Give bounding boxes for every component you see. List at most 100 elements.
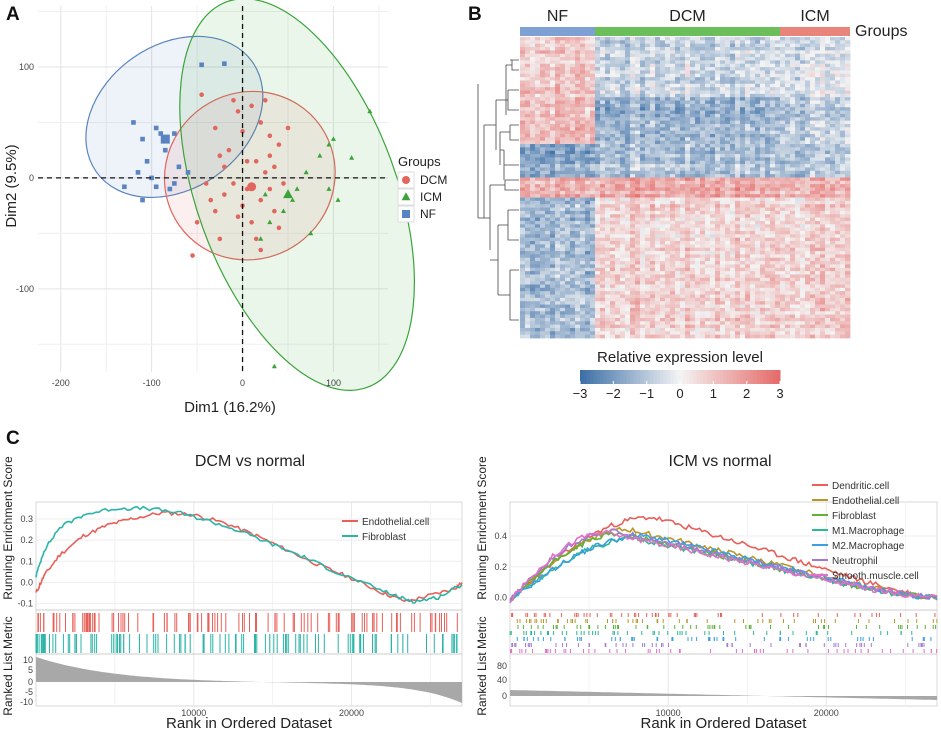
heatmap-cell [535, 140, 541, 145]
heatmap-cell [805, 50, 811, 55]
heatmap-cell [700, 60, 706, 65]
heatmap-cell [735, 274, 741, 279]
heatmap-cell [695, 184, 701, 188]
heatmap-cell [820, 73, 826, 78]
heatmap-cell [815, 241, 821, 245]
heatmap-cell [805, 87, 811, 91]
heatmap-cell [680, 113, 686, 118]
heatmap-cell [565, 251, 571, 255]
heatmap-cell [700, 251, 706, 255]
dendrogram-branches [477, 59, 519, 321]
heatmap-cell [765, 140, 771, 145]
heatmap-cell [570, 244, 576, 249]
heatmap-cell [665, 113, 671, 118]
heatmap-cell [575, 43, 581, 48]
heatmap-cell [560, 167, 566, 172]
heatmap-cell [825, 73, 831, 78]
heatmap-cell [585, 93, 591, 98]
heatmap-cell [675, 277, 681, 282]
heatmap-cell [605, 97, 611, 101]
heatmap-cell [545, 70, 551, 75]
heatmap-cell [760, 237, 766, 242]
heatmap-cell [570, 63, 576, 68]
heatmap-cell [635, 53, 641, 58]
heatmap-cell [755, 257, 761, 262]
heatmap-cell [800, 200, 806, 205]
heatmap-cell [700, 224, 706, 229]
heatmap-cell [785, 107, 791, 111]
heatmap-cell [640, 277, 646, 282]
heatmap-cell [680, 234, 686, 239]
heatmap-cell [545, 140, 551, 145]
pca-ytick: 100 [19, 62, 34, 72]
heatmap-cell [830, 254, 836, 259]
heatmap-cell [680, 157, 686, 162]
heatmap-cell [655, 194, 661, 198]
heatmap-cell [680, 140, 686, 145]
heatmap-cell [665, 120, 671, 125]
heatmap-cell [805, 110, 811, 115]
heatmap-cell [545, 43, 551, 48]
heatmap-cell [620, 244, 626, 249]
heatmap-cell [675, 40, 681, 45]
heatmap-cell [675, 123, 681, 128]
heatmap-cell [560, 127, 566, 132]
heatmap-cell [520, 103, 526, 108]
heatmap-cell [815, 154, 821, 158]
heatmap-cell [815, 73, 821, 78]
heatmap-cell [690, 154, 696, 158]
heatmap-cell [635, 207, 641, 212]
heatmap-cell [675, 237, 681, 242]
heatmap-cell [775, 70, 781, 75]
heatmap-cell [690, 123, 696, 128]
heatmap-cell [730, 97, 736, 101]
heatmap-cell [735, 241, 741, 245]
heatmap-cell [585, 194, 591, 198]
heatmap-cell [800, 147, 806, 152]
heatmap-cell [580, 184, 586, 188]
heatmap-cell [830, 83, 836, 88]
heatmap-cell [570, 234, 576, 239]
heatmap-cell [550, 107, 556, 111]
heatmap-cell [560, 63, 566, 68]
heatmap-cell [715, 281, 721, 285]
heatmap-cell [545, 184, 551, 188]
heatmap-cell [590, 47, 596, 51]
heatmap-cell [530, 261, 536, 265]
heatmap-cell [770, 140, 776, 145]
heatmap-cell [820, 220, 826, 225]
heatmap-cell [685, 177, 691, 182]
heatmap-cell [715, 170, 721, 175]
heatmap-cell [810, 261, 816, 265]
heatmap-cell [785, 73, 791, 78]
heatmap-cell [815, 63, 821, 68]
heatmap-cell [770, 281, 776, 285]
heatmap-cell [520, 194, 526, 198]
heatmap-cell [810, 170, 816, 175]
heatmap-cell [615, 190, 621, 195]
heatmap-cell [750, 113, 756, 118]
heatmap-cell [755, 160, 761, 165]
heatmap-cell [605, 244, 611, 249]
heatmap-cell [595, 257, 601, 262]
heatmap-cell [640, 47, 646, 51]
heatmap-cell [840, 224, 846, 229]
heatmap-cell [570, 184, 576, 188]
heatmap-cell [540, 170, 546, 175]
heatmap-cell [835, 144, 841, 148]
heatmap-cell [780, 67, 786, 71]
heatmap-cell [710, 107, 716, 111]
heatmap-cell [835, 261, 841, 265]
heatmap-cell [665, 70, 671, 75]
heatmap-cell [585, 133, 591, 138]
heatmap-cell [580, 247, 586, 252]
heatmap-cell [620, 80, 626, 85]
heatmap-cell [610, 50, 616, 55]
heatmap-cell [570, 90, 576, 95]
heatmap-cell [775, 174, 781, 178]
heatmap-cell [770, 144, 776, 148]
heatmap-cell [830, 230, 836, 235]
heatmap-cell [715, 174, 721, 178]
heatmap-cell [545, 90, 551, 95]
heatmap-cell [525, 227, 531, 232]
